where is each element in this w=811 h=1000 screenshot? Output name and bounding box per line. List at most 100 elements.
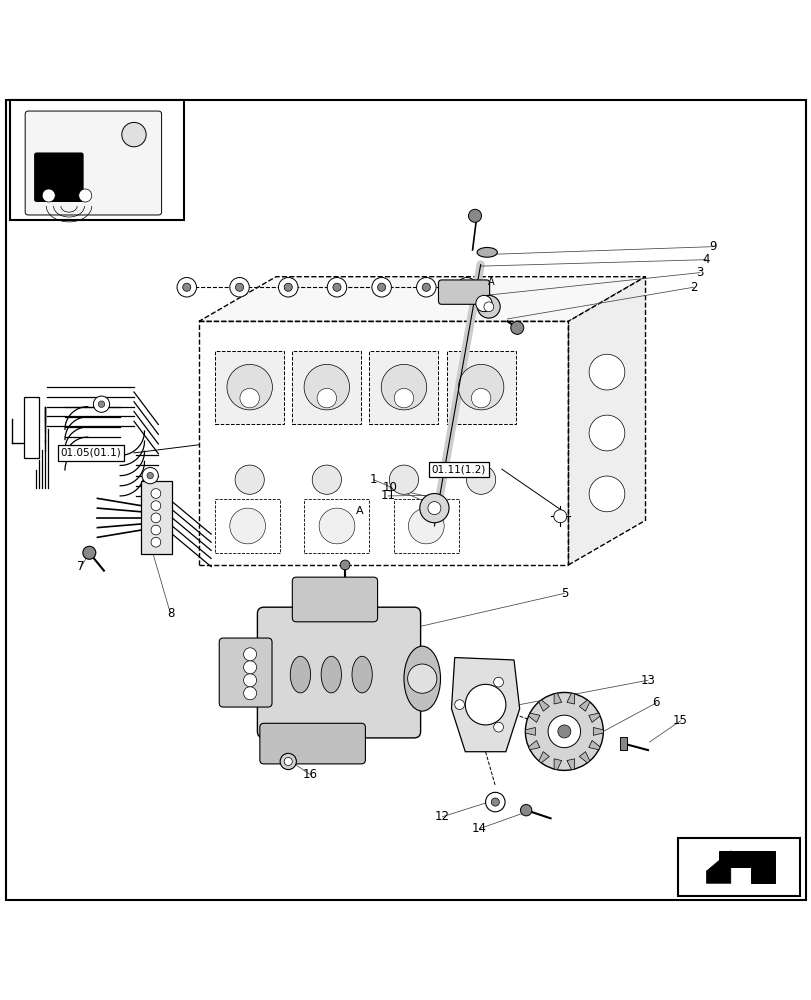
- Ellipse shape: [553, 510, 566, 523]
- Text: 1: 1: [369, 473, 377, 486]
- Ellipse shape: [476, 247, 496, 257]
- Ellipse shape: [470, 388, 490, 408]
- Bar: [304, 499, 369, 553]
- Ellipse shape: [98, 401, 105, 407]
- Ellipse shape: [416, 278, 436, 297]
- Ellipse shape: [493, 677, 503, 687]
- Polygon shape: [578, 752, 589, 763]
- Ellipse shape: [377, 283, 385, 291]
- Ellipse shape: [588, 415, 624, 451]
- Ellipse shape: [491, 798, 499, 806]
- Polygon shape: [553, 693, 561, 704]
- Ellipse shape: [520, 804, 531, 816]
- Text: 12: 12: [435, 810, 449, 823]
- Ellipse shape: [457, 278, 476, 297]
- Ellipse shape: [243, 674, 256, 687]
- Ellipse shape: [235, 465, 264, 494]
- Bar: [10, 100, 184, 220]
- Polygon shape: [539, 752, 549, 763]
- Ellipse shape: [316, 388, 336, 408]
- Text: 2: 2: [689, 281, 697, 294]
- Ellipse shape: [230, 278, 249, 297]
- Ellipse shape: [239, 388, 259, 408]
- Text: 16: 16: [303, 768, 317, 781]
- Ellipse shape: [547, 715, 580, 748]
- Ellipse shape: [151, 501, 161, 511]
- Ellipse shape: [303, 364, 349, 410]
- Ellipse shape: [243, 661, 256, 674]
- Ellipse shape: [280, 753, 296, 770]
- Ellipse shape: [462, 283, 470, 291]
- Text: 6: 6: [651, 696, 659, 709]
- Ellipse shape: [226, 364, 272, 410]
- Ellipse shape: [457, 364, 503, 410]
- Ellipse shape: [151, 525, 161, 535]
- Ellipse shape: [371, 278, 391, 297]
- Ellipse shape: [466, 465, 495, 494]
- Text: 4: 4: [702, 253, 710, 266]
- Ellipse shape: [93, 396, 109, 412]
- Ellipse shape: [147, 472, 153, 479]
- Ellipse shape: [142, 468, 158, 484]
- Ellipse shape: [151, 537, 161, 547]
- Bar: [446, 351, 515, 424]
- FancyBboxPatch shape: [25, 111, 161, 215]
- Polygon shape: [528, 740, 539, 750]
- FancyBboxPatch shape: [438, 280, 489, 304]
- Bar: [215, 499, 280, 553]
- Ellipse shape: [83, 546, 96, 559]
- Ellipse shape: [380, 364, 426, 410]
- Polygon shape: [620, 737, 626, 750]
- Ellipse shape: [243, 687, 256, 700]
- Text: 01.05(01.1): 01.05(01.1): [61, 448, 121, 458]
- Ellipse shape: [485, 792, 504, 812]
- Bar: [393, 499, 458, 553]
- Text: 8: 8: [166, 607, 174, 620]
- Ellipse shape: [284, 283, 292, 291]
- Ellipse shape: [327, 278, 346, 297]
- Ellipse shape: [79, 189, 92, 202]
- Text: 10: 10: [382, 481, 397, 494]
- Ellipse shape: [182, 283, 191, 291]
- Ellipse shape: [340, 560, 350, 570]
- FancyBboxPatch shape: [219, 638, 272, 707]
- Bar: [215, 351, 284, 424]
- Ellipse shape: [454, 700, 464, 709]
- Polygon shape: [539, 700, 549, 711]
- Ellipse shape: [122, 122, 146, 147]
- Ellipse shape: [42, 189, 55, 202]
- Bar: [24, 397, 39, 458]
- Ellipse shape: [352, 656, 371, 693]
- Ellipse shape: [588, 354, 624, 390]
- Ellipse shape: [588, 476, 624, 512]
- Ellipse shape: [243, 648, 256, 661]
- Ellipse shape: [419, 494, 448, 523]
- Ellipse shape: [284, 757, 292, 766]
- Ellipse shape: [393, 388, 413, 408]
- Ellipse shape: [230, 508, 265, 544]
- FancyBboxPatch shape: [257, 607, 420, 738]
- FancyBboxPatch shape: [260, 723, 365, 764]
- Ellipse shape: [427, 502, 440, 515]
- Polygon shape: [706, 851, 730, 883]
- Text: 14: 14: [471, 822, 486, 835]
- Polygon shape: [199, 277, 645, 321]
- Ellipse shape: [235, 283, 243, 291]
- Ellipse shape: [333, 283, 341, 291]
- Ellipse shape: [407, 664, 436, 693]
- Text: 7: 7: [77, 560, 85, 573]
- Text: 3: 3: [695, 266, 703, 279]
- Polygon shape: [593, 727, 603, 735]
- Ellipse shape: [320, 656, 341, 693]
- Ellipse shape: [408, 508, 444, 544]
- FancyBboxPatch shape: [292, 577, 377, 622]
- Polygon shape: [528, 713, 539, 722]
- Ellipse shape: [483, 302, 493, 312]
- Ellipse shape: [151, 513, 161, 523]
- Bar: [199, 321, 568, 565]
- Ellipse shape: [177, 278, 196, 297]
- Polygon shape: [588, 740, 599, 750]
- Ellipse shape: [290, 656, 310, 693]
- Ellipse shape: [151, 489, 161, 498]
- Ellipse shape: [468, 209, 481, 222]
